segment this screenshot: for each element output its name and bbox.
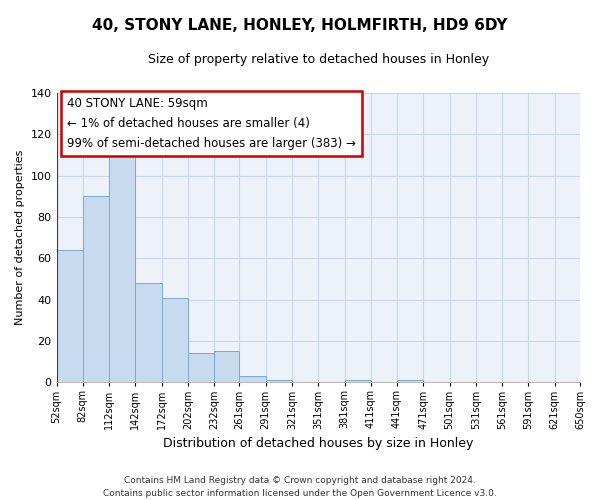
X-axis label: Distribution of detached houses by size in Honley: Distribution of detached houses by size … bbox=[163, 437, 473, 450]
Text: 40, STONY LANE, HONLEY, HOLMFIRTH, HD9 6DY: 40, STONY LANE, HONLEY, HOLMFIRTH, HD9 6… bbox=[92, 18, 508, 32]
Bar bbox=[161, 298, 188, 382]
Bar bbox=[83, 196, 109, 382]
Bar bbox=[266, 380, 292, 382]
Bar bbox=[188, 354, 214, 382]
Bar bbox=[136, 283, 161, 382]
Bar bbox=[56, 250, 83, 382]
Text: Contains HM Land Registry data © Crown copyright and database right 2024.
Contai: Contains HM Land Registry data © Crown c… bbox=[103, 476, 497, 498]
Bar bbox=[397, 380, 424, 382]
Bar bbox=[109, 155, 136, 382]
Bar bbox=[239, 376, 266, 382]
Title: Size of property relative to detached houses in Honley: Size of property relative to detached ho… bbox=[148, 52, 489, 66]
Text: 40 STONY LANE: 59sqm
← 1% of detached houses are smaller (4)
99% of semi-detache: 40 STONY LANE: 59sqm ← 1% of detached ho… bbox=[67, 98, 356, 150]
Bar bbox=[344, 380, 371, 382]
Y-axis label: Number of detached properties: Number of detached properties bbox=[15, 150, 25, 326]
Bar bbox=[214, 352, 239, 382]
